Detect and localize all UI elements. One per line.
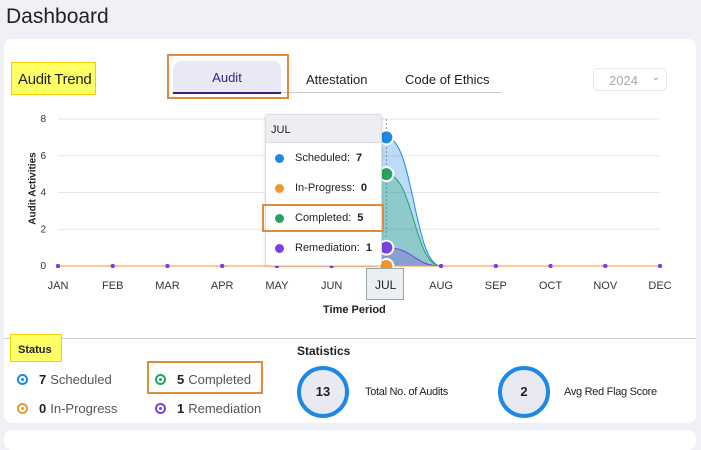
x-tick-label: MAY (265, 280, 289, 292)
tooltip-row: Scheduled: 7 (275, 152, 362, 164)
page-title: Dashboard (6, 5, 109, 28)
x-tick-label: OCT (539, 280, 563, 292)
data-point (110, 264, 115, 268)
status-label: Completed (188, 372, 252, 387)
next-card (4, 430, 696, 450)
tooltip-row-label: In-Progress: (295, 182, 355, 194)
tooltip-row: Completed: 5 (275, 212, 363, 224)
total-audits-circle: 13 (297, 366, 349, 418)
tooltip-row-label: Remediation: (295, 242, 360, 254)
year-select[interactable]: 2024 ⌄ (593, 68, 667, 91)
status-count: 7 (39, 372, 47, 387)
tooltip-row-value: 1 (365, 242, 372, 254)
tooltip-row: In-Progress: 0 (275, 182, 367, 194)
status-label: In-Progress (50, 401, 118, 416)
series-dot-icon (275, 243, 284, 253)
y-tick-label: 8 (40, 114, 46, 125)
tooltip-row-label: Completed: (295, 212, 352, 224)
y-tick-label: 2 (40, 224, 46, 235)
data-point (603, 264, 608, 268)
tab-attestation[interactable]: Attestation (306, 72, 368, 87)
status-ring-icon (155, 403, 166, 414)
red-flag-label: Avg Red Flag Score (564, 386, 657, 398)
y-tick-label: 0 (40, 261, 46, 272)
x-crosshair-label: JUL (366, 268, 404, 300)
status-label: Remediation (188, 401, 262, 416)
highlight-box (147, 361, 263, 394)
section-title: Audit Trend (11, 62, 96, 95)
x-tick-label: NOV (593, 280, 618, 292)
tabs-underline (172, 92, 502, 93)
status-item: 5 Completed (155, 372, 251, 387)
tab-code-of-ethics[interactable]: Code of Ethics (405, 72, 490, 87)
x-tick-label: APR (211, 280, 234, 292)
chart-tooltip: JUL (265, 114, 382, 266)
status-ring-icon (17, 374, 28, 385)
tooltip-row: Remediation: 1 (275, 242, 372, 254)
series-dot-icon (275, 153, 284, 163)
data-point (439, 264, 444, 268)
y-tick-label: 6 (40, 151, 46, 162)
x-tick-label: JAN (48, 280, 69, 292)
chevron-down-icon: ⌄ (651, 72, 660, 83)
status-count: 5 (177, 372, 185, 387)
x-tick-label: JUN (321, 280, 342, 292)
red-flag-circle: 2 (498, 366, 550, 418)
status-ring-icon (155, 374, 166, 385)
status-ring-icon (17, 403, 28, 414)
total-audits-label: Total No. of Audits (365, 386, 448, 398)
year-value: 2024 (609, 73, 638, 88)
status-item: 7 Scheduled (17, 372, 112, 387)
data-point (165, 264, 170, 268)
tooltip-title: JUL (266, 115, 381, 143)
data-point (658, 264, 662, 268)
x-tick-label: SEP (485, 280, 507, 292)
divider (4, 338, 696, 339)
x-tick-label: FEB (102, 280, 123, 292)
y-tick-label: 4 (40, 188, 46, 199)
data-point (56, 264, 60, 268)
data-point (220, 264, 225, 268)
status-item: 1 Remediation (155, 401, 261, 416)
status-item: 0 In-Progress (17, 401, 117, 416)
status-label: Scheduled (50, 372, 112, 387)
statistics-title: Statistics (297, 344, 351, 358)
y-axis-label: Audit Activities (27, 152, 39, 225)
tooltip-row-value: 7 (356, 152, 363, 164)
x-axis-label: Time Period (323, 304, 386, 316)
status-title: Status (10, 334, 62, 362)
tooltip-row-value: 5 (357, 212, 364, 224)
x-tick-label: DEC (648, 280, 671, 292)
series-dot-icon (275, 183, 284, 193)
series-dot-icon (275, 213, 284, 223)
status-count: 0 (39, 401, 47, 416)
data-point (493, 264, 498, 268)
x-tick-label: AUG (429, 280, 453, 292)
highlight-box (167, 54, 289, 99)
tooltip-row-value: 0 (360, 182, 368, 194)
highlight-box (262, 204, 384, 232)
tooltip-row-label: Scheduled: (295, 152, 351, 164)
tab-audit[interactable]: Audit (173, 61, 281, 94)
x-tick-label: MAR (155, 280, 180, 292)
data-point (548, 264, 553, 268)
status-count: 1 (177, 401, 185, 416)
